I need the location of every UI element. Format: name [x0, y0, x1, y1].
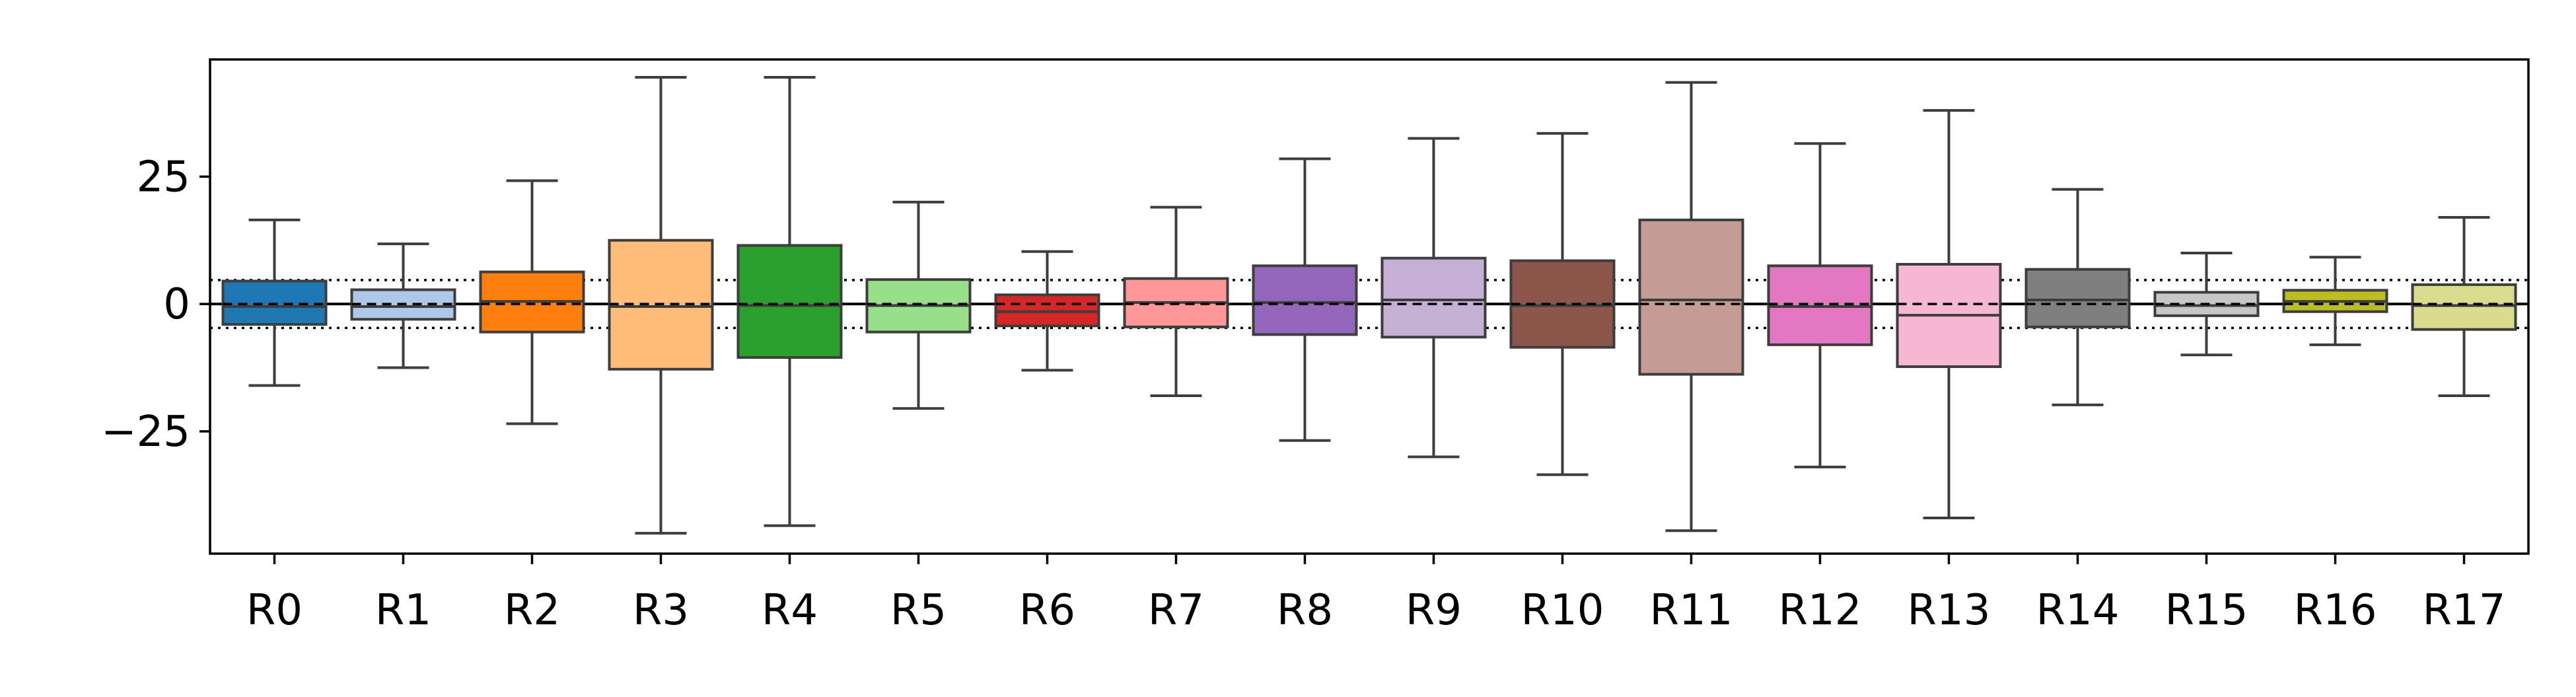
box-R6 — [994, 250, 1100, 372]
box-R10 — [1509, 131, 1616, 476]
box-iqr — [1252, 264, 1358, 336]
box-R8 — [1252, 157, 1358, 442]
box-R11 — [1638, 81, 1744, 532]
x-tick-label: R8 — [1277, 586, 1333, 635]
box-R13 — [1896, 109, 2002, 520]
x-tick-label: R14 — [2036, 586, 2120, 635]
box-R17 — [2411, 216, 2517, 397]
x-tick-label: R11 — [1650, 586, 1733, 635]
x-tick-label: R5 — [890, 586, 947, 635]
box-R9 — [1380, 137, 1487, 459]
box-R5 — [865, 200, 972, 410]
x-axis: R0 R1 R2 R3 R4 R5 R6 R7 R8 R9 R10 R11 R12 R13 R14 R15 R1… — [246, 554, 2506, 635]
box-R1 — [350, 242, 456, 369]
x-tick-label: R15 — [2165, 586, 2248, 635]
x-tick-label: R2 — [504, 586, 560, 635]
box-R14 — [2024, 188, 2131, 406]
box-R7 — [1123, 205, 1229, 397]
box-R2 — [479, 179, 585, 425]
x-tick-label: R9 — [1406, 586, 1462, 635]
box-iqr — [221, 279, 328, 326]
y-tick-label: −25 — [101, 408, 190, 457]
y-tick-label: 0 — [163, 280, 190, 329]
x-tick-label: R0 — [246, 586, 303, 635]
box-R3 — [608, 75, 714, 535]
x-tick-label: R12 — [1779, 586, 1862, 635]
box-R15 — [2153, 252, 2260, 357]
box-R4 — [736, 75, 843, 527]
y-axis: −25 0 25 — [101, 153, 210, 457]
boxes — [221, 75, 2517, 535]
x-tick-label: R7 — [1148, 586, 1204, 635]
y-tick-label: 25 — [137, 153, 190, 202]
x-tick-label: R4 — [762, 586, 818, 635]
x-tick-label: R6 — [1019, 586, 1075, 635]
box-iqr — [1638, 218, 1744, 376]
box-iqr — [1380, 256, 1487, 339]
box-iqr — [2024, 268, 2131, 328]
plot-frame — [209, 58, 2530, 555]
box-iqr — [2411, 283, 2517, 331]
x-tick-label: R16 — [2294, 586, 2377, 635]
box-R12 — [1767, 142, 1873, 468]
reference-lines — [210, 279, 2528, 330]
box-R0 — [221, 218, 328, 387]
x-tick-label: R13 — [1908, 586, 1991, 635]
x-tick-label: R1 — [375, 586, 431, 635]
x-tick-label: R17 — [2423, 586, 2506, 635]
x-tick-label: R10 — [1521, 586, 1604, 635]
box-R16 — [2282, 256, 2388, 346]
x-tick-label: R3 — [633, 586, 689, 635]
box-iqr — [736, 244, 843, 359]
